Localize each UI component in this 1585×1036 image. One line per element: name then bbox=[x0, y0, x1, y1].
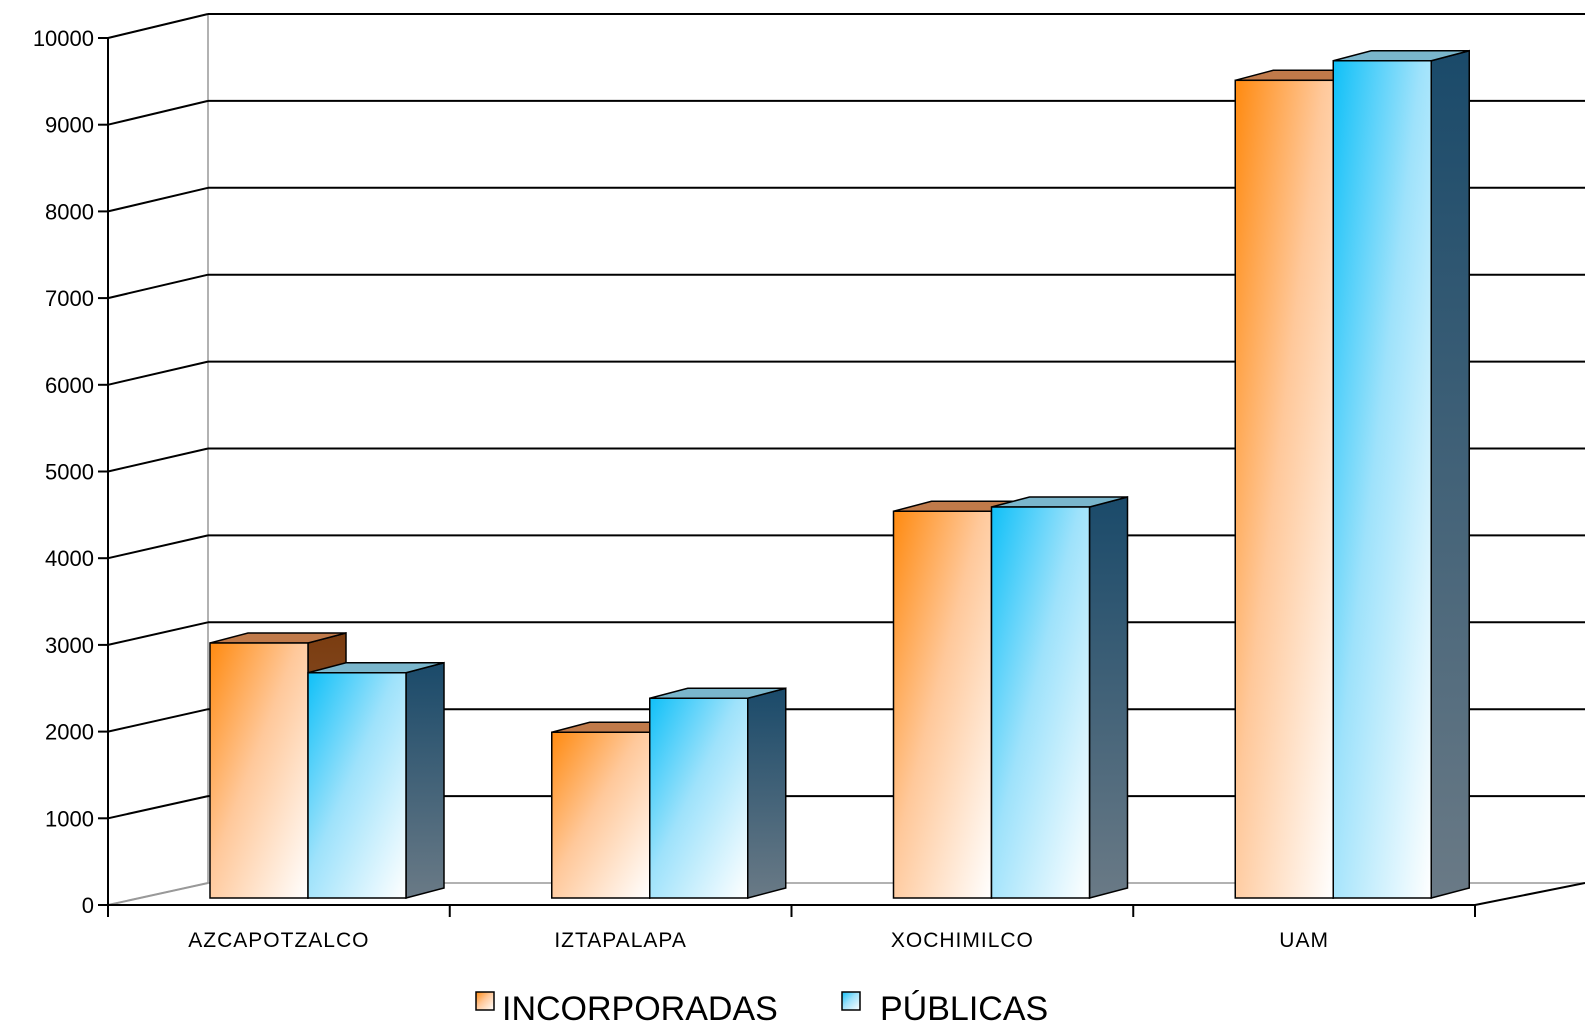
gridline-side bbox=[107, 273, 209, 300]
x-tick-label: IZTAPALAPA bbox=[554, 929, 687, 952]
bar-front bbox=[551, 731, 651, 899]
bar bbox=[649, 687, 787, 899]
y-tick-label: 7000 bbox=[45, 286, 94, 311]
bar-front bbox=[892, 510, 993, 899]
y-tick-label: 4000 bbox=[45, 546, 94, 571]
x-tick-label: AZCAPOTZALCO bbox=[188, 929, 369, 952]
legend: INCORPORADAS PÚBLICAS bbox=[475, 990, 1048, 1028]
bar bbox=[1332, 49, 1470, 899]
bar-front bbox=[307, 672, 407, 899]
bar-front bbox=[1234, 79, 1334, 899]
y-tick-label: 6000 bbox=[45, 373, 94, 398]
bar-side bbox=[1088, 496, 1129, 899]
gridline-side bbox=[107, 882, 209, 906]
gridline-side bbox=[107, 534, 209, 560]
y-tick-label: 2000 bbox=[45, 720, 94, 745]
bar-front bbox=[209, 642, 309, 899]
bar-side bbox=[747, 687, 787, 899]
bar bbox=[307, 661, 445, 899]
gridline-side bbox=[107, 186, 209, 213]
y-tick-label: 9000 bbox=[45, 113, 94, 138]
y-tick-label: 1000 bbox=[45, 806, 94, 831]
legend-label: PÚBLICAS bbox=[880, 990, 1048, 1028]
bar-side bbox=[1430, 49, 1470, 899]
gridline-side bbox=[107, 708, 209, 733]
y-tick-label: 5000 bbox=[45, 460, 94, 485]
bars-layer bbox=[209, 49, 1470, 899]
bar-front bbox=[990, 506, 1091, 899]
legend-label: INCORPORADAS bbox=[502, 990, 778, 1028]
bar-front bbox=[1332, 60, 1432, 899]
gridline-side bbox=[107, 621, 209, 646]
y-tick-label: 0 bbox=[82, 893, 94, 918]
bar-side bbox=[405, 661, 445, 899]
y-tick-label: 8000 bbox=[45, 199, 94, 224]
legend-swatch bbox=[475, 991, 495, 1011]
bar bbox=[990, 496, 1129, 899]
bar-front bbox=[649, 697, 749, 899]
gridline-side bbox=[107, 13, 209, 39]
y-tick-label: 3000 bbox=[45, 633, 94, 658]
x-tick-label: XOCHIMILCO bbox=[891, 929, 1034, 952]
gridline-side bbox=[107, 360, 209, 386]
legend-swatch bbox=[841, 991, 861, 1011]
x-axis-depth bbox=[1474, 882, 1585, 906]
axis-layer: 0 1000 2000 3000 4000 5000 6000 7000 8000 9000 100… bbox=[33, 26, 1585, 952]
gridline-side bbox=[107, 99, 209, 126]
gridline-side bbox=[107, 447, 209, 473]
x-tick-label: UAM bbox=[1279, 929, 1329, 952]
y-tick-label: 10000 bbox=[33, 26, 94, 51]
gridline-side bbox=[107, 795, 209, 820]
